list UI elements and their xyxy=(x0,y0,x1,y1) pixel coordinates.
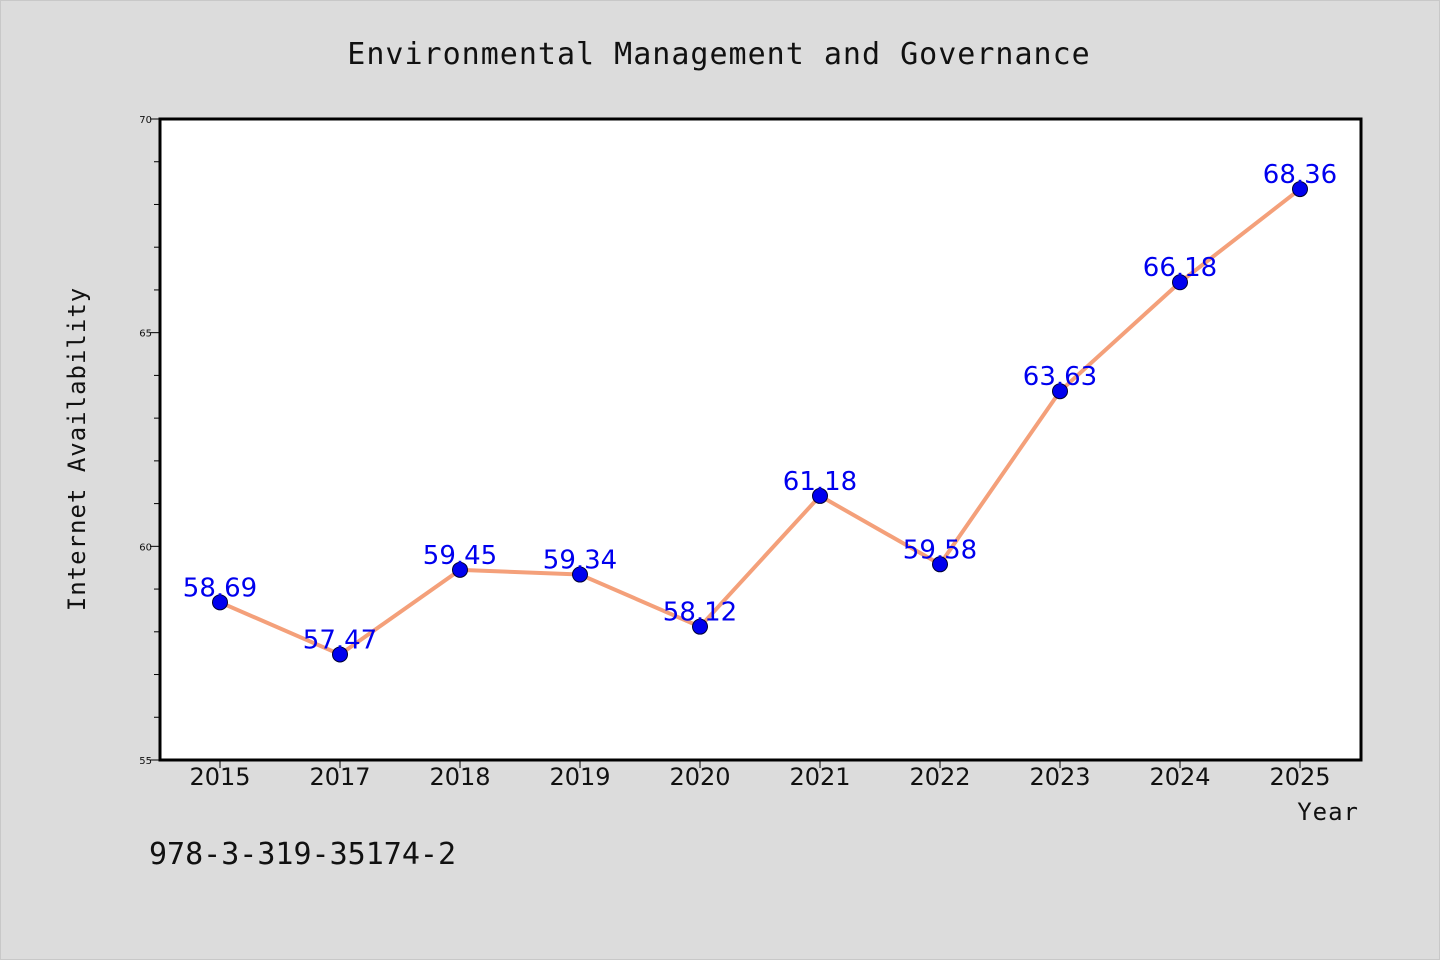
data-label: 59.34 xyxy=(543,546,617,576)
data-label: 59.45 xyxy=(423,541,497,571)
data-point xyxy=(212,594,228,611)
series-line xyxy=(218,187,1302,657)
x-tick-label: 2020 xyxy=(669,763,730,791)
data-point xyxy=(1172,274,1188,291)
y-axis-ticks: 55 60 65 70 xyxy=(139,115,160,767)
data-label: 58.69 xyxy=(183,573,257,603)
y-tick-label: 70 xyxy=(139,115,152,126)
data-label: 58.12 xyxy=(663,598,737,628)
plot-area xyxy=(158,117,1363,762)
y-axis-minor-ticks xyxy=(154,161,160,718)
y-tick-label: 60 xyxy=(139,542,152,553)
x-tick-label: 2025 xyxy=(1269,763,1330,791)
data-point xyxy=(572,566,588,583)
data-point xyxy=(812,487,828,504)
y-tick-label: 55 xyxy=(139,756,152,767)
x-tick-label: 2024 xyxy=(1149,763,1210,791)
x-axis-label: Year xyxy=(1297,798,1359,826)
data-point xyxy=(1292,181,1308,198)
y-axis-label: Internet Availability xyxy=(63,287,91,611)
data-label: 66.18 xyxy=(1143,253,1217,283)
data-label: 63.63 xyxy=(1023,362,1097,392)
x-tick-label: 2019 xyxy=(549,763,610,791)
data-point xyxy=(932,556,948,573)
data-label: 57.47 xyxy=(303,625,377,655)
x-tick-label: 2023 xyxy=(1029,763,1090,791)
x-tick-label: 2017 xyxy=(309,763,370,791)
data-label: 61.18 xyxy=(783,467,857,497)
data-point xyxy=(332,646,348,663)
isbn-text: 978-3-319-35174-2 xyxy=(149,837,456,872)
x-tick-label: 2022 xyxy=(909,763,970,791)
data-point xyxy=(452,561,468,578)
data-label: 59.58 xyxy=(903,535,977,565)
data-series: 58.69 57.47 59.45 59.34 58.12 61.18 59.58 63.63… xyxy=(183,160,1337,663)
data-label: 68.36 xyxy=(1263,160,1337,190)
x-tick-label: 2018 xyxy=(429,763,490,791)
data-point xyxy=(692,618,708,635)
x-tick-label: 2015 xyxy=(189,763,250,791)
x-tick-label: 2021 xyxy=(789,763,850,791)
x-axis-ticks: 2015 2017 2018 2019 2020 2021 2022 2023 2024 2025 xyxy=(189,760,1331,791)
chart-title: Environmental Management and Governance xyxy=(347,37,1090,72)
data-point xyxy=(1052,383,1068,400)
y-tick-label: 65 xyxy=(139,329,152,340)
